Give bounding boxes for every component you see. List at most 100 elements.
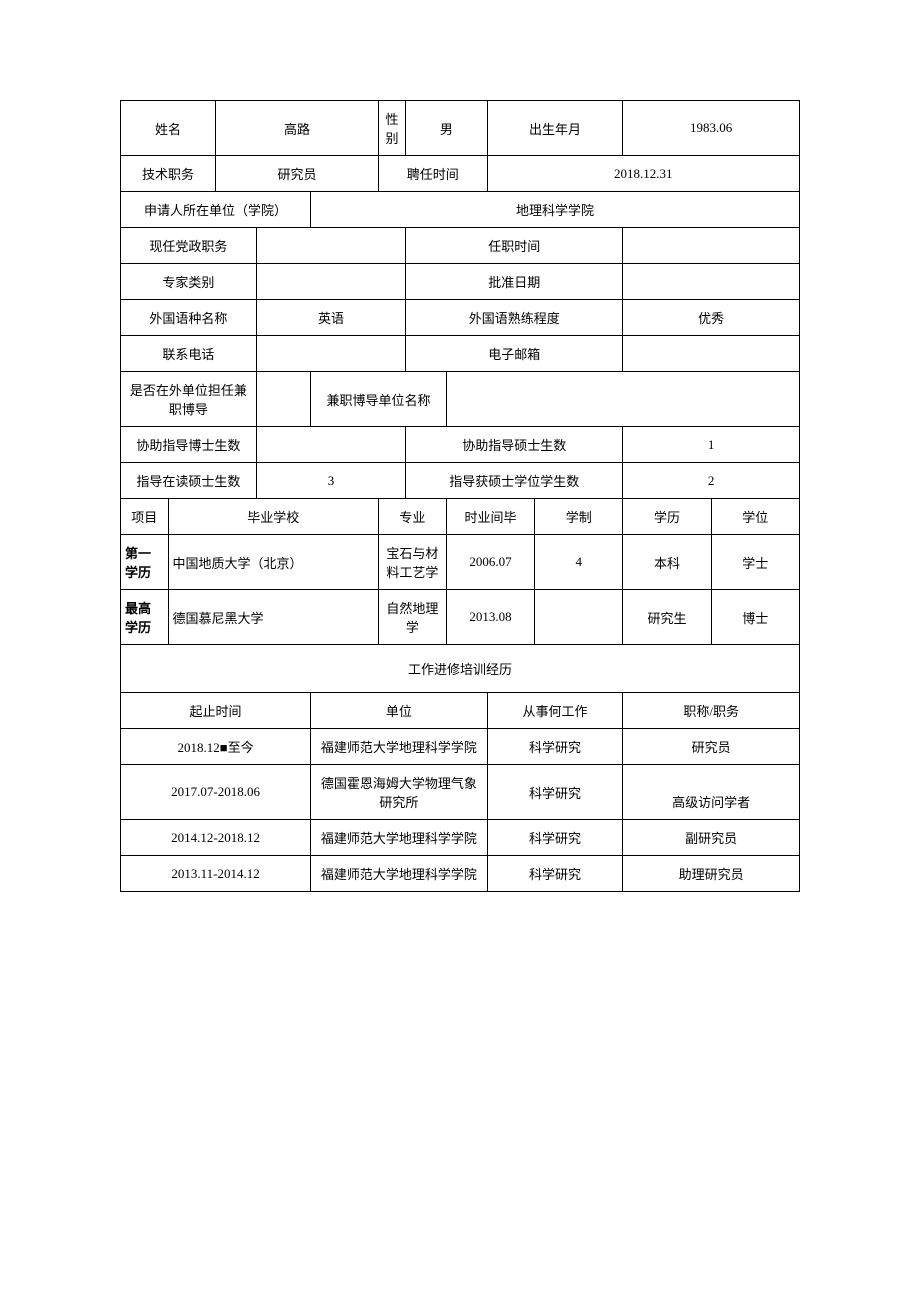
work-period: 2017.07-2018.06	[121, 765, 311, 820]
table-row: 项目 毕业学校 专业 时业间毕 学制 学历 学位	[121, 499, 800, 535]
value-name: 高路	[216, 101, 379, 156]
label-work-history: 工作进修培训经历	[121, 645, 800, 693]
value-current-master: 3	[256, 463, 405, 499]
value-email	[623, 336, 800, 372]
work-type: 科学研究	[487, 820, 623, 856]
value-highest-time: 2013.08	[446, 590, 534, 645]
value-first-major: 宝石与材料工艺学	[378, 535, 446, 590]
label-external-unit: 兼职博导单位名称	[311, 372, 447, 427]
resume-form-table: 姓名 高路 性别 男 出生年月 1983.06 技术职务 研究员 聘任时间 20…	[120, 100, 800, 892]
table-row: 申请人所在单位（学院） 地理科学学院	[121, 192, 800, 228]
value-highest-school: 德国慕尼黑大学	[168, 590, 378, 645]
value-external-unit	[446, 372, 799, 427]
label-work-type: 从事何工作	[487, 693, 623, 729]
value-foreign-lang: 英语	[256, 300, 405, 336]
value-gender: 男	[406, 101, 487, 156]
value-external-advisor	[256, 372, 310, 427]
table-row: 最高学历 德国慕尼黑大学 自然地理学 2013.08 研究生 博士	[121, 590, 800, 645]
table-row: 指导在读硕士生数 3 指导获硕士学位学生数 2	[121, 463, 800, 499]
table-row: 现任党政职务 任职时间	[121, 228, 800, 264]
table-row: 工作进修培训经历	[121, 645, 800, 693]
work-unit: 福建师范大学地理科学学院	[311, 856, 488, 892]
work-title: 助理研究员	[623, 856, 800, 892]
work-period: 2013.11-2014.12	[121, 856, 311, 892]
table-row: 2013.11-2014.12 福建师范大学地理科学学院 科学研究 助理研究员	[121, 856, 800, 892]
label-email: 电子邮箱	[406, 336, 623, 372]
work-type: 科学研究	[487, 765, 623, 820]
label-applicant-unit: 申请人所在单位（学院）	[121, 192, 311, 228]
label-phone: 联系电话	[121, 336, 257, 372]
label-first-edu: 第一学历	[121, 535, 169, 590]
work-type: 科学研究	[487, 729, 623, 765]
label-assist-master: 协助指导硕士生数	[406, 427, 623, 463]
table-row: 2014.12-2018.12 福建师范大学地理科学学院 科学研究 副研究员	[121, 820, 800, 856]
value-assist-phd	[256, 427, 405, 463]
table-row: 第一学历 中国地质大学（北京） 宝石与材料工艺学 2006.07 4 本科 学士	[121, 535, 800, 590]
label-approval-date: 批准日期	[406, 264, 623, 300]
value-applicant-unit: 地理科学学院	[311, 192, 800, 228]
work-period: 2014.12-2018.12	[121, 820, 311, 856]
table-row: 技术职务 研究员 聘任时间 2018.12.31	[121, 156, 800, 192]
label-highest-edu: 最高学历	[121, 590, 169, 645]
value-approval-date	[623, 264, 800, 300]
table-row: 2018.12■至今 福建师范大学地理科学学院 科学研究 研究员	[121, 729, 800, 765]
label-period: 起止时间	[121, 693, 311, 729]
value-first-level: 本科	[623, 535, 711, 590]
work-unit: 福建师范大学地理科学学院	[311, 820, 488, 856]
table-row: 2017.07-2018.06 德国霍恩海姆大学物理气象研究所 科学研究 高级访…	[121, 765, 800, 820]
value-highest-major: 自然地理学	[378, 590, 446, 645]
label-grad-time: 时业间毕	[446, 499, 534, 535]
label-appoint-time: 聘任时间	[378, 156, 487, 192]
value-first-school: 中国地质大学（北京）	[168, 535, 378, 590]
value-current-position	[256, 228, 405, 264]
label-edu-level: 学历	[623, 499, 711, 535]
work-unit: 德国霍恩海姆大学物理气象研究所	[311, 765, 488, 820]
value-highest-level: 研究生	[623, 590, 711, 645]
value-highest-duration	[535, 590, 623, 645]
label-graduated-master: 指导获硕士学位学生数	[406, 463, 623, 499]
table-row: 起止时间 单位 从事何工作 职称/职务	[121, 693, 800, 729]
label-unit: 单位	[311, 693, 488, 729]
work-title: 研究员	[623, 729, 800, 765]
value-birth: 1983.06	[623, 101, 800, 156]
label-tech-position: 技术职务	[121, 156, 216, 192]
value-graduated-master: 2	[623, 463, 800, 499]
label-lang-proficiency: 外国语熟练程度	[406, 300, 623, 336]
label-external-advisor: 是否在外单位担任兼职博导	[121, 372, 257, 427]
label-gender: 性别	[378, 101, 405, 156]
label-birth: 出生年月	[487, 101, 623, 156]
label-current-master: 指导在读硕士生数	[121, 463, 257, 499]
value-tenure-time	[623, 228, 800, 264]
label-foreign-lang: 外国语种名称	[121, 300, 257, 336]
table-row: 联系电话 电子邮箱	[121, 336, 800, 372]
label-assist-phd: 协助指导博士生数	[121, 427, 257, 463]
table-row: 专家类别 批准日期	[121, 264, 800, 300]
value-expert-category	[256, 264, 405, 300]
label-project: 项目	[121, 499, 169, 535]
work-title: 副研究员	[623, 820, 800, 856]
label-tenure-time: 任职时间	[406, 228, 623, 264]
label-major: 专业	[378, 499, 446, 535]
table-row: 是否在外单位担任兼职博导 兼职博导单位名称	[121, 372, 800, 427]
work-unit: 福建师范大学地理科学学院	[311, 729, 488, 765]
value-first-duration: 4	[535, 535, 623, 590]
label-current-position: 现任党政职务	[121, 228, 257, 264]
value-assist-master: 1	[623, 427, 800, 463]
label-grad-school: 毕业学校	[168, 499, 378, 535]
label-duration: 学制	[535, 499, 623, 535]
value-lang-proficiency: 优秀	[623, 300, 800, 336]
label-expert-category: 专家类别	[121, 264, 257, 300]
work-period: 2018.12■至今	[121, 729, 311, 765]
table-row: 姓名 高路 性别 男 出生年月 1983.06	[121, 101, 800, 156]
table-row: 协助指导博士生数 协助指导硕士生数 1	[121, 427, 800, 463]
label-degree: 学位	[711, 499, 799, 535]
value-first-degree: 学士	[711, 535, 799, 590]
value-highest-degree: 博士	[711, 590, 799, 645]
work-type: 科学研究	[487, 856, 623, 892]
label-name: 姓名	[121, 101, 216, 156]
work-title: 高级访问学者	[623, 765, 800, 820]
value-phone	[256, 336, 405, 372]
value-appoint-time: 2018.12.31	[487, 156, 799, 192]
value-tech-position: 研究员	[216, 156, 379, 192]
label-title-position: 职称/职务	[623, 693, 800, 729]
